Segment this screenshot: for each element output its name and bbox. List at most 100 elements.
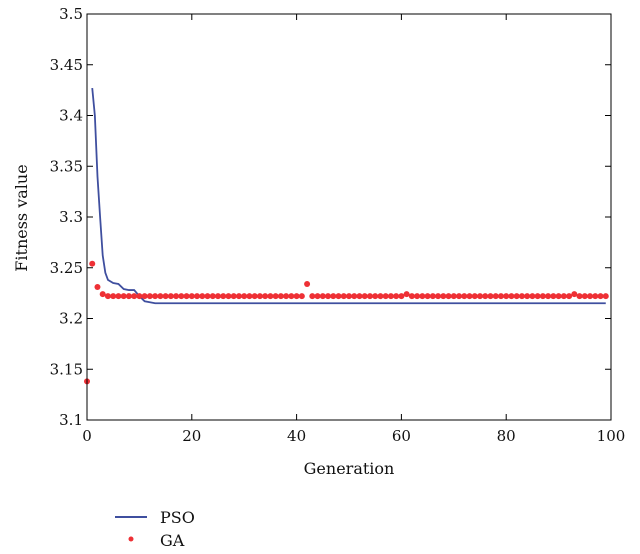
data-point-ga (571, 291, 578, 298)
data-point-ga (241, 293, 248, 300)
plot-frame (86, 13, 612, 421)
data-point-ga (283, 293, 290, 300)
series-line-pso (91, 88, 606, 305)
data-point-ga (152, 293, 159, 300)
y-tick-label: 3.1 (59, 411, 83, 429)
data-point-ga (414, 293, 421, 300)
data-point-ga (424, 293, 431, 300)
data-point-ga (503, 293, 510, 300)
data-point-ga (136, 293, 143, 300)
data-point-ga (435, 293, 442, 300)
data-point-ga (89, 260, 96, 267)
data-point-ga (256, 293, 263, 300)
data-point-ga (408, 293, 415, 300)
data-point-ga (209, 293, 216, 300)
y-tick-label: 3.15 (50, 360, 83, 378)
data-point-ga (581, 293, 588, 300)
y-tick-label: 3.4 (59, 107, 83, 125)
data-point-ga (288, 293, 295, 300)
plot-layer (84, 88, 609, 385)
legend-ga-label: GA (160, 531, 185, 550)
data-point-ga (125, 293, 132, 300)
data-point-ga (167, 293, 174, 300)
data-point-ga (382, 293, 389, 300)
data-point-ga (361, 293, 368, 300)
data-point-ga (497, 293, 504, 300)
data-point-ga (267, 293, 274, 300)
y-tick-label: 3.35 (50, 157, 83, 175)
data-point-ga (115, 293, 122, 300)
data-point-ga (566, 293, 573, 300)
data-point-ga (461, 293, 468, 300)
data-point-ga (356, 293, 363, 300)
data-point-ga (403, 291, 410, 298)
y-axis-title: Fitness value (12, 164, 31, 271)
data-point-ga (492, 293, 499, 300)
y-tick-label: 3.3 (59, 208, 83, 226)
data-point-ga (220, 293, 227, 300)
data-point-ga (104, 293, 111, 300)
data-point-ga (366, 293, 373, 300)
data-point-ga (183, 293, 190, 300)
data-point-ga (120, 293, 127, 300)
data-point-ga (456, 293, 463, 300)
data-point-ga (539, 293, 546, 300)
data-point-ga (309, 293, 316, 300)
data-point-ga (445, 293, 452, 300)
data-point-ga (346, 293, 352, 300)
data-point-ga (419, 293, 426, 300)
data-point-ga (466, 293, 473, 300)
data-point-ga (110, 293, 117, 300)
data-point-ga (534, 293, 541, 300)
y-tick-label: 3.45 (50, 56, 83, 74)
data-point-ga (94, 284, 101, 291)
data-point-ga (440, 293, 447, 300)
data-point-ga (602, 293, 609, 300)
data-point-ga (398, 293, 405, 300)
data-point-ga (99, 291, 106, 298)
data-point-ga (178, 293, 185, 300)
x-tick-label: 80 (497, 427, 516, 445)
data-point-ga (340, 293, 347, 300)
data-point-ga (508, 293, 515, 300)
data-point-ga (230, 293, 237, 300)
data-point-ga (314, 293, 321, 300)
data-point-ga (482, 293, 489, 300)
x-tick-label: 0 (82, 427, 92, 445)
data-point-ga (304, 280, 311, 287)
legend: PSO GA (115, 508, 195, 550)
data-point-ga (173, 293, 180, 300)
data-point-ga (131, 293, 138, 300)
data-point-ga (450, 293, 457, 300)
data-point-ga (471, 293, 478, 300)
data-point-ga (330, 293, 337, 300)
data-point-ga (597, 293, 604, 300)
data-point-ga (560, 293, 567, 300)
data-point-ga (429, 293, 436, 300)
data-point-ga (188, 293, 195, 300)
legend-pso-label: PSO (160, 508, 195, 527)
data-point-ga (335, 293, 342, 300)
x-tick-label: 60 (392, 427, 411, 445)
data-point-ga (162, 293, 169, 300)
data-point-ga (529, 293, 536, 300)
data-point-ga (576, 293, 583, 300)
ticks-layer: 0 20 40 60 80 100 3.1 3.15 3.2 3.25 3.3 3.35 3.4 3.45… (50, 5, 626, 445)
y-tick-label: 3.25 (50, 259, 83, 277)
data-point-ga (298, 293, 305, 300)
data-point-ga (477, 293, 483, 300)
data-point-ga (194, 293, 201, 300)
legend-ga-swatch (128, 536, 134, 542)
data-point-ga (293, 293, 300, 300)
data-point-ga (393, 293, 400, 300)
data-point-ga (351, 293, 358, 300)
x-axis-title: Generation (304, 459, 395, 478)
data-point-ga (377, 293, 384, 300)
data-point-ga (387, 293, 394, 300)
data-point-ga (199, 293, 206, 300)
y-tick-label: 3.5 (59, 5, 83, 23)
data-point-ga (555, 293, 562, 300)
data-point-ga (513, 293, 520, 300)
data-point-ga (545, 293, 552, 300)
data-point-ga (487, 293, 494, 300)
